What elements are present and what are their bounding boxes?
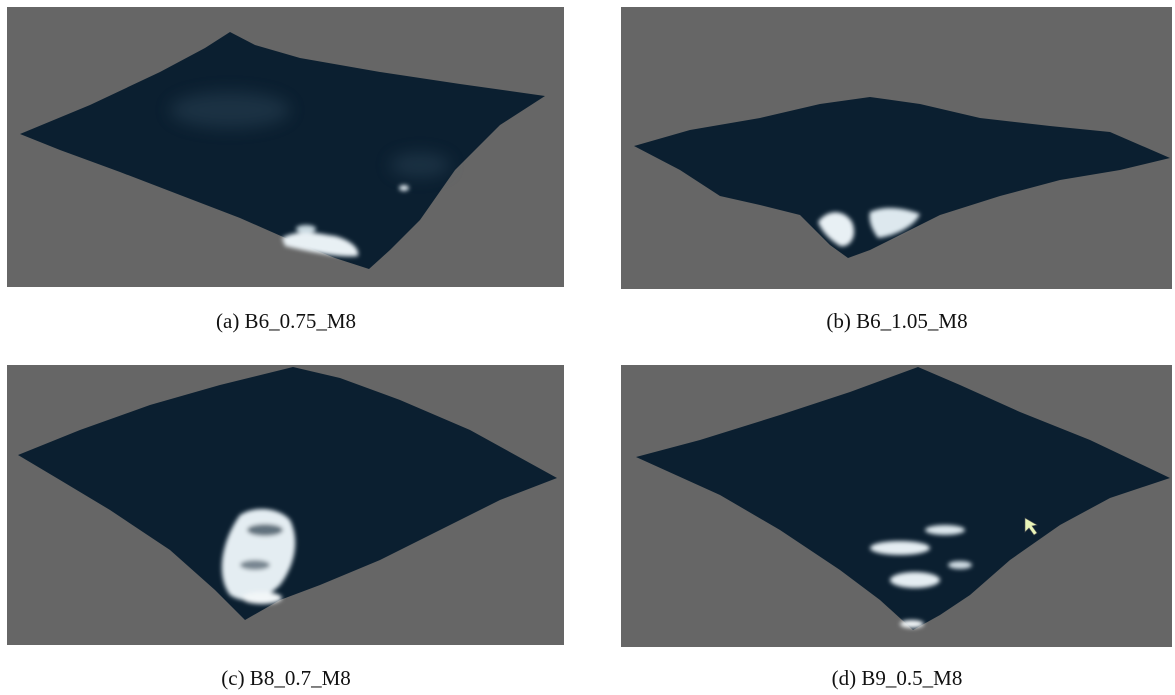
caption: (a) B6_0.75_M8 <box>216 309 356 333</box>
panel-b <box>621 7 1172 289</box>
panel-a <box>7 7 564 287</box>
figure: (a) B6_0.75_M8 (b) B6_1.05_M8 (c) B8_0.7… <box>0 0 1175 695</box>
caption: (b) B6_1.05_M8 <box>826 309 967 333</box>
caption: (c) B8_0.7_M8 <box>221 666 351 690</box>
panel-c <box>7 365 564 645</box>
page: (a) B6_0.75_M8 (b) B6_1.05_M8 (c) B8_0.7… <box>0 0 1175 695</box>
caption: (d) B9_0.5_M8 <box>832 666 963 690</box>
panel-d <box>621 365 1172 647</box>
